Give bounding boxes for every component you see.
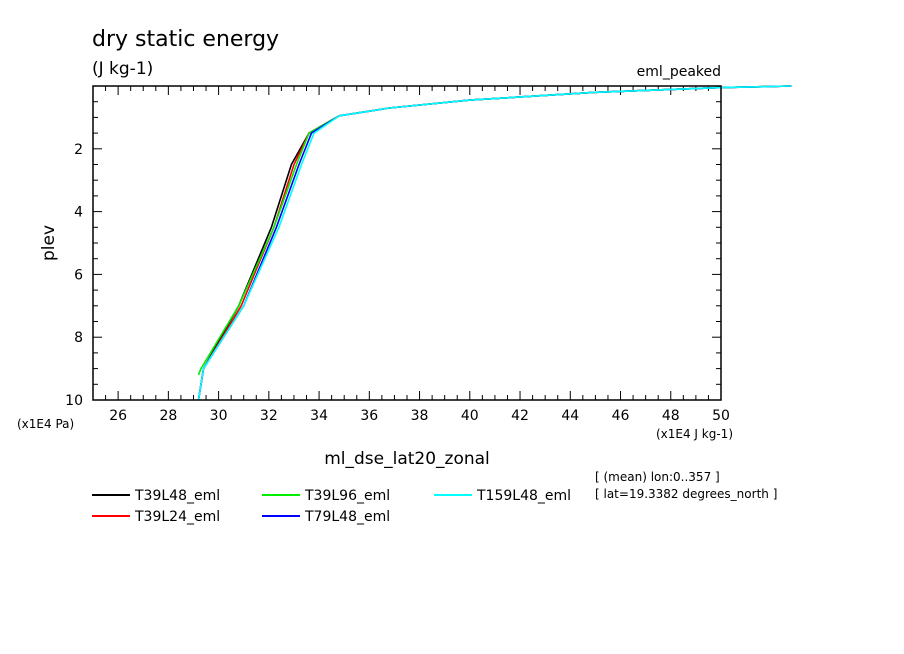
x-tick-label: 34 [310,408,328,424]
x-tick-label: 36 [360,408,378,424]
x-axis-label: ml_dse_lat20_zonal [324,449,490,469]
series-line-T79L48_eml [197,85,792,401]
x-tick-label: 40 [461,408,479,424]
y-tick-label: 8 [74,330,83,346]
legend-label: T39L24_eml [134,509,220,525]
series-line-T39L24_eml [197,85,792,401]
plot-frame [92,85,722,401]
x-tick-label: 30 [210,408,228,424]
x-tick-label: 44 [561,408,579,424]
chart-title: dry static energy [92,27,279,52]
legend-label: T39L96_eml [304,488,390,504]
series-line-T39L96_eml [197,85,792,376]
y-tick-label: 6 [74,267,83,283]
x-tick-label: 50 [712,408,730,424]
y-tick-label: 10 [65,393,83,409]
experiment-label: eml_peaked [637,64,721,80]
x-tick-label: 42 [511,408,529,424]
y-tick-label: 4 [74,205,83,221]
info-line-2: [ lat=19.3382 degrees_north ] [595,487,777,501]
y-axis-label: plev [39,225,59,261]
legend-label: T79L48_eml [304,509,390,525]
chart-title-units: (J kg-1) [92,59,153,79]
legend: T39L48_eml T39L24_eml T39L96_eml T79L48_eml… [92,488,571,525]
x-tick-label: 26 [109,408,127,424]
info-line-1: [ (mean) lon:0..357 ] [595,470,720,484]
series-lines [197,85,792,401]
x-tick-label: 28 [159,408,177,424]
x-tick-label: 38 [411,408,429,424]
legend-label: T159L48_eml [476,488,571,504]
y-tick-label: 2 [74,142,83,158]
x-multiplier: (x1E4 J kg-1) [656,427,733,441]
series-line-T159L48_eml [197,85,792,401]
legend-label: T39L48_eml [134,488,220,504]
x-tick-label: 48 [662,408,680,424]
x-tick-label: 32 [260,408,278,424]
series-line-T39L48_eml [197,85,792,401]
x-tick-label: 46 [612,408,630,424]
y-multiplier: (x1E4 Pa) [17,417,74,431]
